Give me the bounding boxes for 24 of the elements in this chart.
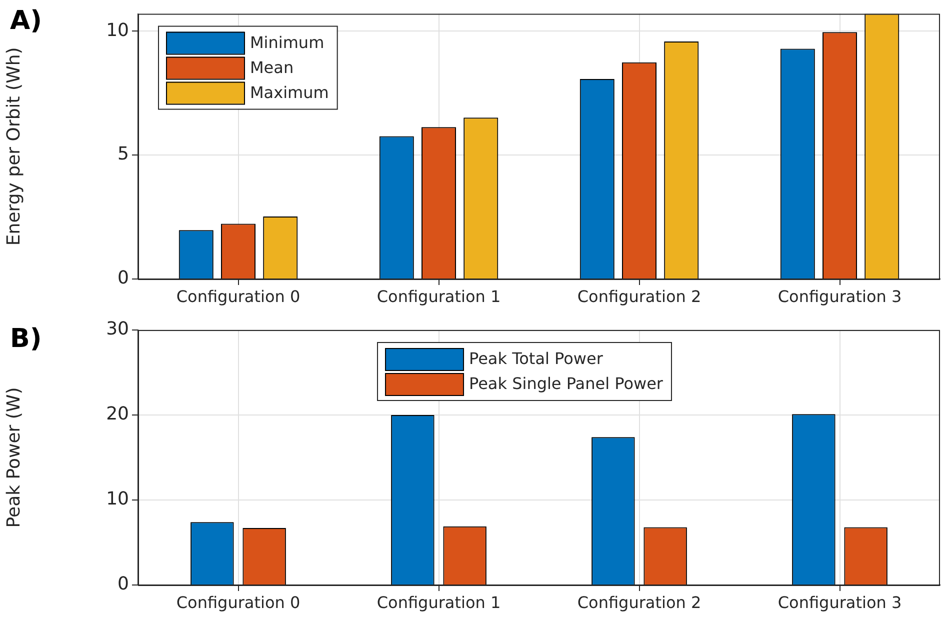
y-tick-label: 5: [118, 144, 129, 165]
x-tick-label: Configuration 0: [176, 286, 300, 306]
legend-label: Minimum: [250, 32, 324, 52]
y-axis-title: Energy per Orbit (Wh): [3, 47, 24, 246]
x-tick-label: Configuration 2: [577, 286, 702, 306]
y-tick-label: 0: [118, 574, 129, 595]
chart-title: B): [10, 324, 42, 354]
y-tick-label: 30: [106, 318, 129, 340]
legend-label: Peak Total Power: [469, 349, 604, 368]
legend-label: Mean: [250, 58, 294, 77]
y-tick-label: 10: [106, 20, 129, 41]
x-tick-label: Configuration 3: [778, 286, 902, 306]
x-tick-label: Configuration 0: [176, 592, 300, 612]
chart-title: A): [10, 6, 42, 36]
legend-label: Peak Single Panel Power: [469, 374, 664, 394]
y-tick-label: 20: [106, 404, 129, 425]
legend-label: Maximum: [250, 82, 329, 102]
x-tick-label: Configuration 3: [778, 592, 902, 612]
x-tick-label: Configuration 2: [577, 592, 702, 612]
y-tick-label: 0: [118, 268, 129, 289]
y-tick-label: 10: [106, 488, 129, 510]
y-axis-title: Peak Power (W): [3, 387, 24, 528]
x-tick-label: Configuration 1: [376, 286, 501, 306]
x-tick-label: Configuration 1: [376, 592, 501, 612]
